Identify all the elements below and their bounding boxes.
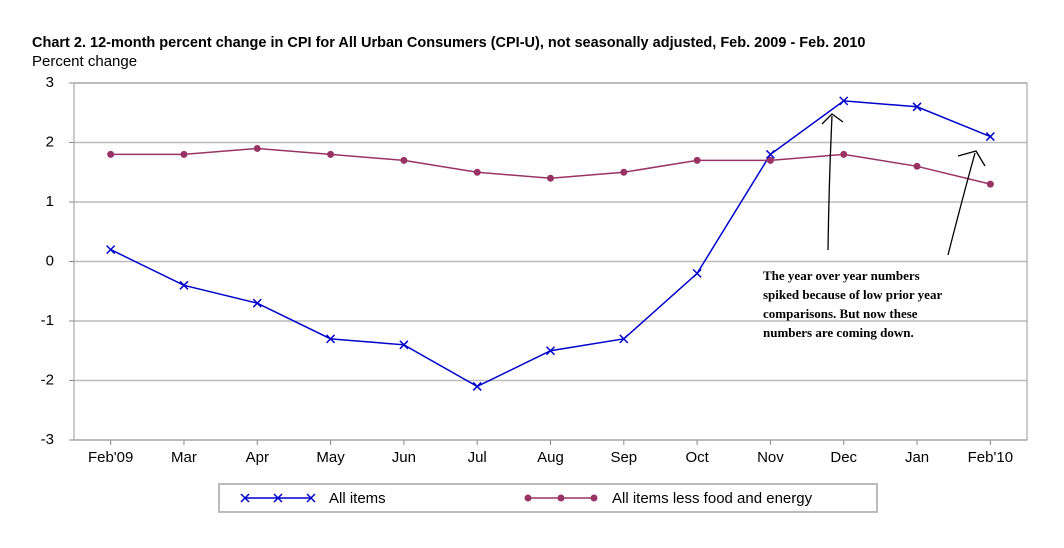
marker [524,494,532,502]
arrow [947,152,976,256]
x-tick-label: Nov [757,449,784,466]
arrow-head [821,113,844,125]
marker [472,381,482,391]
y-axis-label: Percent change [32,53,137,70]
y-tick-label: -2 [41,371,54,388]
marker [400,156,408,164]
marker [986,180,994,188]
x-tick-label: Jul [468,449,487,466]
x-tick-label: Oct [685,449,709,466]
y-tick-label: 0 [46,252,54,269]
arrow-head [957,150,986,167]
annotation: The year over year numbers spiked because… [763,268,942,340]
marker [473,168,481,176]
annotation-text: numbers are coming down. [763,325,914,340]
arrow [827,115,833,251]
x-tick-label: Mar [171,449,197,466]
marker [620,168,628,176]
x-tick-label: Apr [246,449,269,466]
plot-border [73,82,1028,441]
marker [273,493,283,503]
marker [913,162,921,170]
legend-label: All items [329,490,386,507]
legend: All items All items less food and energy [240,490,813,507]
marker [590,494,598,502]
plot [106,96,995,391]
x-tick-label: Dec [830,449,857,466]
marker [985,132,995,142]
marker [765,149,775,159]
x-tick-label: Sep [610,449,637,466]
marker [840,150,848,158]
marker [107,150,115,158]
y-tick-label: 3 [46,74,54,91]
legend-label: All items less food and energy [612,490,813,507]
marker [399,340,409,350]
marker [252,298,262,308]
marker [545,346,556,356]
y-tick-label: 1 [46,193,54,210]
annotation-arrows [821,113,986,256]
annotation-text: comparisons. But now these [763,306,918,321]
marker [693,156,701,164]
marker [766,156,774,164]
marker [240,493,250,503]
x-tick-label: May [316,449,345,466]
marker [253,144,261,152]
marker [547,174,554,182]
y-tick-label: 2 [46,133,54,150]
marker [839,96,849,106]
marker [326,334,336,344]
x-tick-label: Jan [905,449,929,466]
marker [306,493,316,503]
marker [179,280,189,290]
marker [619,334,629,344]
x-tick-label: Jun [392,449,416,466]
marker [180,150,188,158]
x-tick-label: Aug [537,449,564,466]
marker [912,102,922,112]
marker [106,245,116,255]
marker [692,268,702,278]
chart-title: Chart 2. 12-month percent change in CPI … [32,35,865,51]
marker [327,150,335,158]
y-tick-label: -3 [41,431,54,448]
x-tick-label: Feb'10 [968,449,1013,466]
annotation-text: spiked because of low prior year [763,287,942,302]
marker [557,494,565,502]
x-tick-label: Feb'09 [88,449,133,466]
annotation-text: The year over year numbers [763,268,920,283]
y-tick-label: -1 [41,312,54,329]
